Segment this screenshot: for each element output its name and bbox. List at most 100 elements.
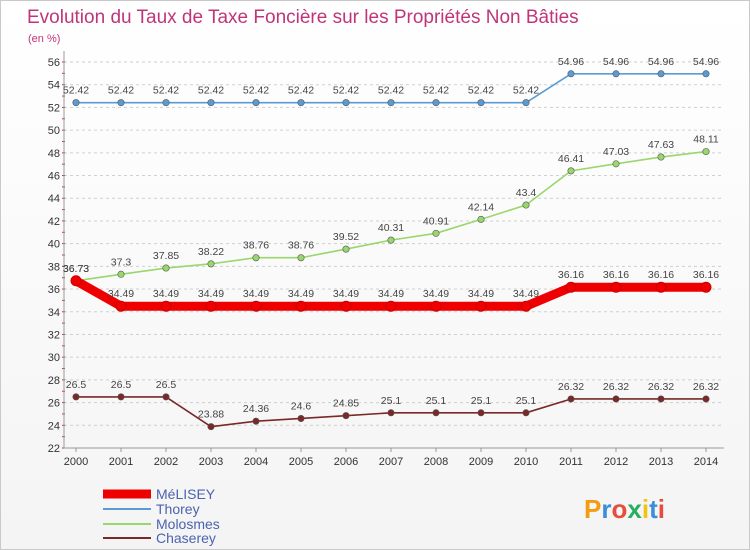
data-label-chaserey: 23.88	[198, 409, 224, 421]
data-label-chaserey: 25.1	[516, 395, 537, 407]
y-tick-label: 34	[48, 307, 60, 319]
y-tick-label: 28	[48, 375, 60, 387]
data-label-molosmes: 38.76	[243, 240, 269, 252]
data-point-mlisey	[610, 281, 622, 293]
data-point-mlisey	[115, 300, 127, 312]
data-point-thorey	[612, 70, 620, 78]
data-point-mlisey	[340, 300, 352, 312]
data-label-chaserey: 25.1	[471, 395, 492, 407]
data-label-chaserey: 26.5	[111, 379, 132, 391]
data-label-molosmes: 46.41	[558, 153, 584, 165]
data-point-thorey	[117, 99, 125, 107]
x-tick-label: 2010	[514, 456, 538, 468]
data-label-thorey: 52.42	[513, 85, 539, 97]
data-point-molosmes	[387, 236, 395, 244]
data-label-mlisey: 34.49	[513, 288, 539, 300]
data-label-thorey: 52.42	[378, 85, 404, 97]
data-label-mlisey: 36.16	[693, 269, 719, 281]
chart-title: Evolution du Taux de Taxe Foncière sur l…	[27, 7, 579, 28]
data-label-mlisey: 36.16	[648, 269, 674, 281]
data-label-thorey: 52.42	[468, 85, 494, 97]
y-tick-label: 22	[48, 443, 60, 455]
x-tick-label: 2009	[469, 456, 493, 468]
x-tick-label: 2002	[154, 456, 178, 468]
data-point-mlisey	[160, 300, 172, 312]
data-label-thorey: 54.96	[693, 56, 719, 68]
data-label-mlisey: 36.16	[603, 269, 629, 281]
data-point-mlisey	[205, 300, 217, 312]
data-label-chaserey: 26.5	[156, 379, 177, 391]
data-label-mlisey: 34.49	[468, 288, 494, 300]
data-label-molosmes: 38.76	[288, 240, 314, 252]
x-tick-label: 2001	[109, 456, 133, 468]
data-label-thorey: 52.42	[63, 85, 89, 97]
data-point-thorey	[72, 99, 80, 107]
y-tick-label: 44	[48, 193, 60, 205]
x-tick-label: 2005	[289, 456, 313, 468]
data-point-chaserey	[702, 395, 710, 403]
legend-label-thorey: Thorey	[156, 501, 200, 517]
data-point-thorey	[432, 99, 440, 107]
data-point-chaserey	[297, 414, 305, 422]
data-point-thorey	[252, 99, 260, 107]
data-point-molosmes	[522, 201, 530, 209]
data-label-molosmes: 40.31	[378, 222, 404, 234]
data-point-chaserey	[252, 417, 260, 425]
x-tick-label: 2000	[64, 456, 88, 468]
data-point-mlisey	[565, 281, 577, 293]
data-label-molosmes: 36.73	[63, 263, 89, 275]
data-label-molosmes: 37.3	[111, 256, 132, 268]
x-tick-label: 2004	[244, 456, 268, 468]
data-label-thorey: 54.96	[558, 56, 584, 68]
data-label-mlisey: 34.49	[108, 288, 134, 300]
y-tick-label: 38	[48, 261, 60, 273]
y-tick-label: 40	[48, 239, 60, 251]
data-point-mlisey	[295, 300, 307, 312]
data-label-mlisey: 34.49	[378, 288, 404, 300]
data-point-molosmes	[657, 153, 665, 161]
data-point-mlisey	[430, 300, 442, 312]
data-point-molosmes	[297, 254, 305, 262]
data-point-thorey	[522, 99, 530, 107]
data-point-chaserey	[117, 393, 125, 401]
x-tick-label: 2006	[334, 456, 358, 468]
data-point-molosmes	[162, 264, 170, 272]
x-tick-label: 2012	[604, 456, 628, 468]
data-label-molosmes: 48.11	[693, 134, 719, 146]
data-point-thorey	[207, 99, 215, 107]
data-point-mlisey	[520, 300, 532, 312]
legend-label-chaserey: Chaserey	[156, 530, 216, 546]
data-label-thorey: 52.42	[288, 85, 314, 97]
data-label-thorey: 52.42	[333, 85, 359, 97]
data-label-molosmes: 40.91	[423, 215, 449, 227]
x-tick-label: 2003	[199, 456, 223, 468]
data-point-mlisey	[385, 300, 397, 312]
data-point-chaserey	[477, 409, 485, 417]
data-label-mlisey: 36.16	[558, 269, 584, 281]
y-tick-label: 54	[48, 80, 60, 92]
data-label-chaserey: 24.6	[291, 400, 312, 412]
data-point-chaserey	[342, 412, 350, 420]
x-tick-label: 2013	[649, 456, 673, 468]
data-point-chaserey	[207, 423, 215, 431]
legend-label-molosmes: Molosmes	[156, 516, 220, 532]
data-point-molosmes	[612, 160, 620, 168]
x-tick-label: 2014	[694, 456, 718, 468]
y-axis-unit: (en %)	[28, 33, 60, 45]
y-tick-label: 52	[48, 102, 60, 114]
data-point-molosmes	[117, 270, 125, 278]
data-point-molosmes	[702, 148, 710, 156]
data-point-thorey	[297, 99, 305, 107]
data-label-thorey: 52.42	[153, 85, 179, 97]
data-point-mlisey	[655, 281, 667, 293]
data-label-chaserey: 26.32	[558, 381, 584, 393]
y-tick-label: 30	[48, 352, 60, 364]
data-point-chaserey	[387, 409, 395, 417]
data-label-chaserey: 25.1	[381, 395, 402, 407]
data-point-molosmes	[477, 215, 485, 223]
data-label-molosmes: 47.63	[648, 139, 674, 151]
data-label-chaserey: 26.32	[693, 381, 719, 393]
data-point-mlisey	[70, 275, 82, 287]
data-point-chaserey	[657, 395, 665, 403]
